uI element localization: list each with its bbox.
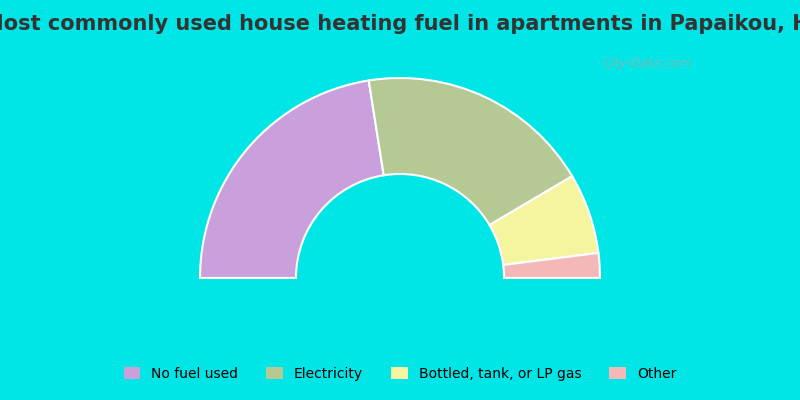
Wedge shape bbox=[490, 176, 598, 265]
Wedge shape bbox=[503, 253, 600, 278]
Legend: No fuel used, Electricity, Bottled, tank, or LP gas, Other: No fuel used, Electricity, Bottled, tank… bbox=[118, 362, 682, 386]
Wedge shape bbox=[200, 80, 384, 278]
Text: Most commonly used house heating fuel in apartments in Papaikou, HI: Most commonly used house heating fuel in… bbox=[0, 14, 800, 34]
Text: City-Data.com: City-Data.com bbox=[602, 57, 691, 70]
Wedge shape bbox=[369, 78, 572, 225]
